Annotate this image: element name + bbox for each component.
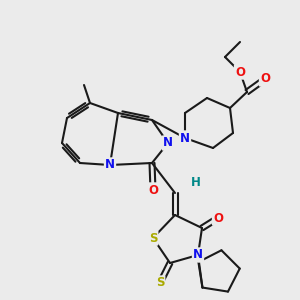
Text: O: O: [148, 184, 158, 196]
Text: O: O: [235, 65, 245, 79]
Text: N: N: [180, 131, 190, 145]
Text: N: N: [193, 248, 203, 262]
Text: N: N: [105, 158, 115, 172]
Text: S: S: [149, 232, 157, 244]
Text: H: H: [191, 176, 201, 190]
Text: O: O: [260, 73, 270, 85]
Text: S: S: [156, 277, 164, 290]
Text: O: O: [213, 212, 223, 224]
Text: N: N: [163, 136, 173, 149]
